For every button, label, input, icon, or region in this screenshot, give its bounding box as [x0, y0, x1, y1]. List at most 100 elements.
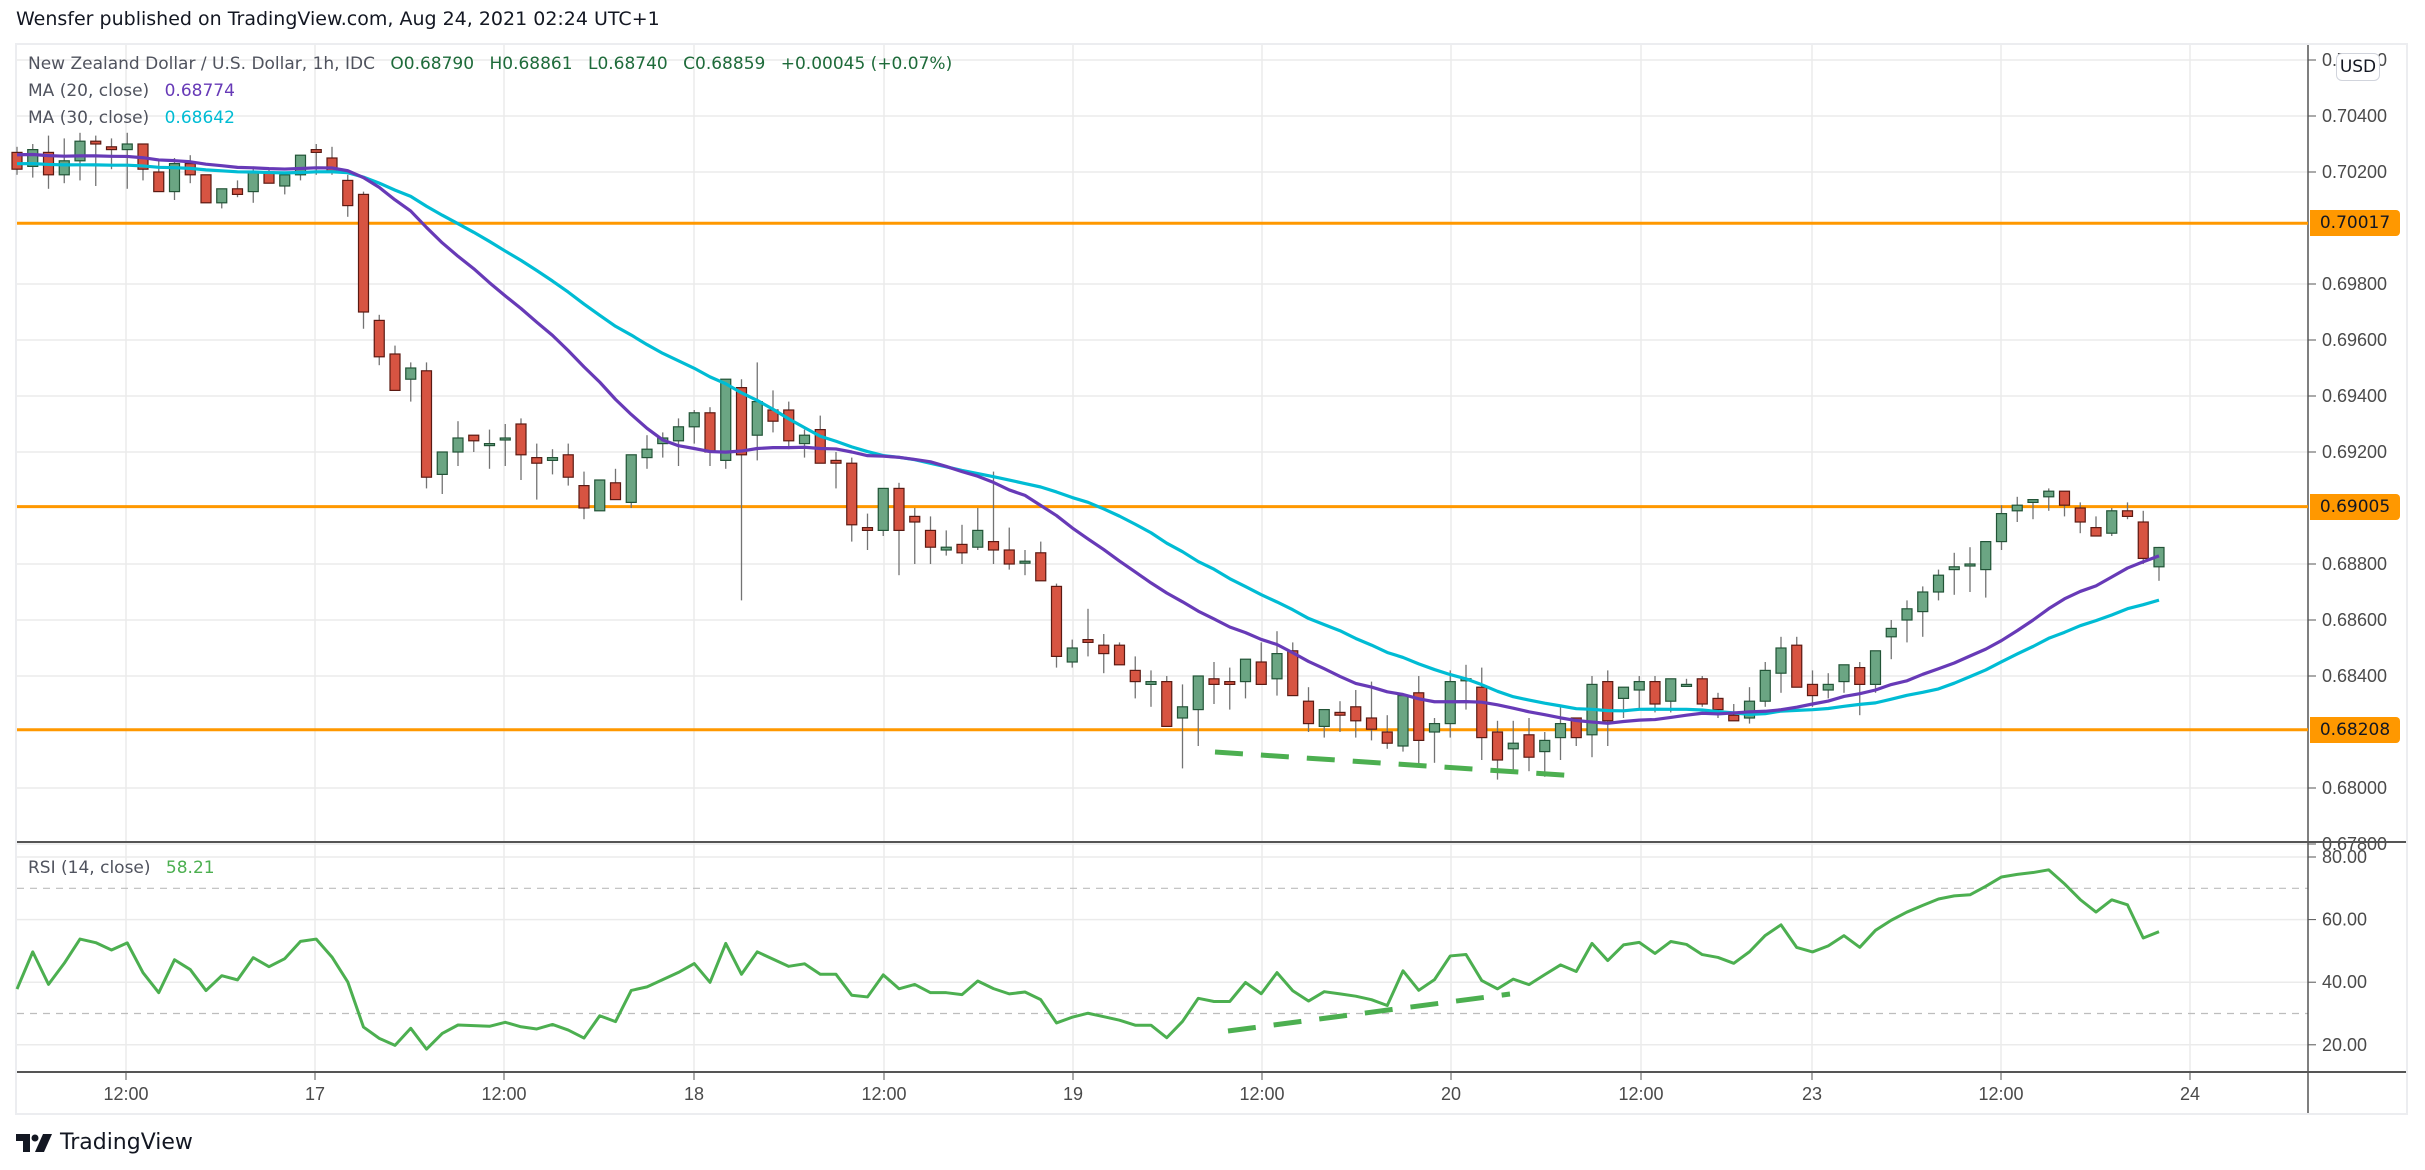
candle-down	[531, 457, 543, 464]
candle-up	[1869, 650, 1882, 685]
candle-down	[578, 485, 590, 509]
candle-down	[1098, 644, 1110, 655]
candle-down	[1712, 697, 1724, 711]
candle-down	[389, 353, 401, 392]
candle-up	[1680, 683, 1693, 688]
candle-up	[1066, 647, 1078, 663]
candle-down	[1334, 711, 1346, 716]
candle-down	[814, 429, 826, 464]
candle-down	[1381, 731, 1393, 744]
candle-down	[2090, 526, 2102, 537]
candle-down	[846, 462, 858, 526]
candle-up	[1932, 574, 1945, 593]
candle-down	[1113, 644, 1126, 666]
time-label: 12:00	[481, 1084, 526, 1104]
candle-down	[1255, 661, 1267, 685]
candle-down	[987, 540, 1000, 551]
rsi-legend[interactable]: RSI (14, close) 58.21	[28, 858, 215, 878]
candle-down	[11, 151, 23, 170]
rsi-label: 40.00	[2322, 972, 2367, 992]
price-label: 0.70400	[2322, 106, 2387, 126]
candle-up	[1759, 669, 1771, 702]
candle-down	[1649, 680, 1661, 705]
candle-up	[1633, 680, 1645, 691]
candle-down	[924, 529, 937, 548]
candle-down	[515, 423, 527, 456]
candle-up	[436, 451, 448, 475]
candle-down	[1003, 549, 1015, 565]
candle-up	[27, 149, 39, 168]
price-label: 0.68600	[2322, 610, 2387, 630]
candle-down	[1806, 683, 1819, 697]
candle-up	[1980, 540, 1992, 571]
ma20-legend[interactable]: MA (20, close) 0.68774	[28, 81, 235, 101]
ma20-line	[16, 152, 2160, 725]
chart-frame	[15, 43, 2408, 1115]
candle-down	[373, 319, 385, 358]
candle-up	[2011, 504, 2023, 512]
candle-down	[1129, 669, 1141, 683]
candle-down	[1050, 585, 1063, 658]
candle-up	[1554, 722, 1567, 739]
candle-up	[720, 378, 732, 462]
rsi-value: 58.21	[165, 858, 215, 878]
candle-down	[909, 515, 921, 523]
currency-badge[interactable]: USD	[2336, 53, 2380, 81]
candle-up	[1192, 675, 1204, 711]
rsi-line	[15, 868, 2160, 1051]
candle-down	[893, 487, 905, 531]
candle-up	[1822, 683, 1834, 691]
candle-up	[216, 188, 228, 204]
candle-down	[1476, 686, 1488, 739]
candle-up	[1428, 722, 1441, 733]
candle-down	[1035, 552, 1047, 582]
time-label: 23	[1802, 1084, 1822, 1104]
candle-down	[420, 370, 433, 478]
candle-down	[562, 454, 574, 478]
candle-down	[310, 149, 322, 154]
candle-down	[783, 409, 795, 442]
rsi-label: 60.00	[2322, 910, 2367, 930]
time-label: 12:00	[861, 1084, 906, 1104]
candle-up	[1318, 708, 1330, 727]
candle-up	[1948, 566, 1960, 571]
candle-down	[357, 193, 370, 313]
candle-down	[2074, 507, 2086, 523]
tradingview-logo-icon	[16, 1133, 52, 1152]
tradingview-logo[interactable]: TradingView	[16, 1130, 193, 1155]
candle-up	[405, 367, 417, 380]
candle-down	[105, 146, 118, 151]
candle-down	[735, 387, 748, 456]
candle-down	[1791, 644, 1803, 688]
candle-up	[1176, 706, 1189, 719]
rsi-label: RSI (14, close)	[28, 858, 151, 878]
candle-down	[1854, 666, 1866, 685]
candle-down	[956, 543, 968, 554]
candle-up	[1838, 664, 1850, 683]
candle-down	[200, 174, 212, 204]
time-label: 12:00	[103, 1084, 148, 1104]
candle-down	[342, 179, 354, 207]
candle-down	[1287, 650, 1299, 697]
ma30-legend[interactable]: MA (30, close) 0.68642	[28, 108, 235, 128]
candle-up	[452, 437, 464, 453]
price-divergence-line	[1214, 749, 1579, 779]
candle-up	[1995, 512, 2008, 543]
low-value: L0.68740	[587, 54, 668, 74]
candle-up	[594, 479, 606, 512]
candle-up	[798, 434, 811, 445]
rsi-label: 20.00	[2322, 1035, 2367, 1055]
candle-up	[2106, 510, 2118, 534]
candle-up	[247, 171, 259, 193]
level-price-tag: 0.68208	[2310, 716, 2400, 743]
candle-down	[2121, 510, 2134, 517]
candle-up	[625, 454, 637, 503]
candle-down	[830, 459, 842, 464]
level-price-tag: 0.69005	[2310, 493, 2400, 520]
open-value: O0.68790	[390, 54, 475, 74]
candle-down	[2058, 490, 2071, 506]
candle-up	[1239, 658, 1252, 683]
time-label: 17	[305, 1084, 325, 1104]
candle-up	[1271, 652, 1283, 680]
